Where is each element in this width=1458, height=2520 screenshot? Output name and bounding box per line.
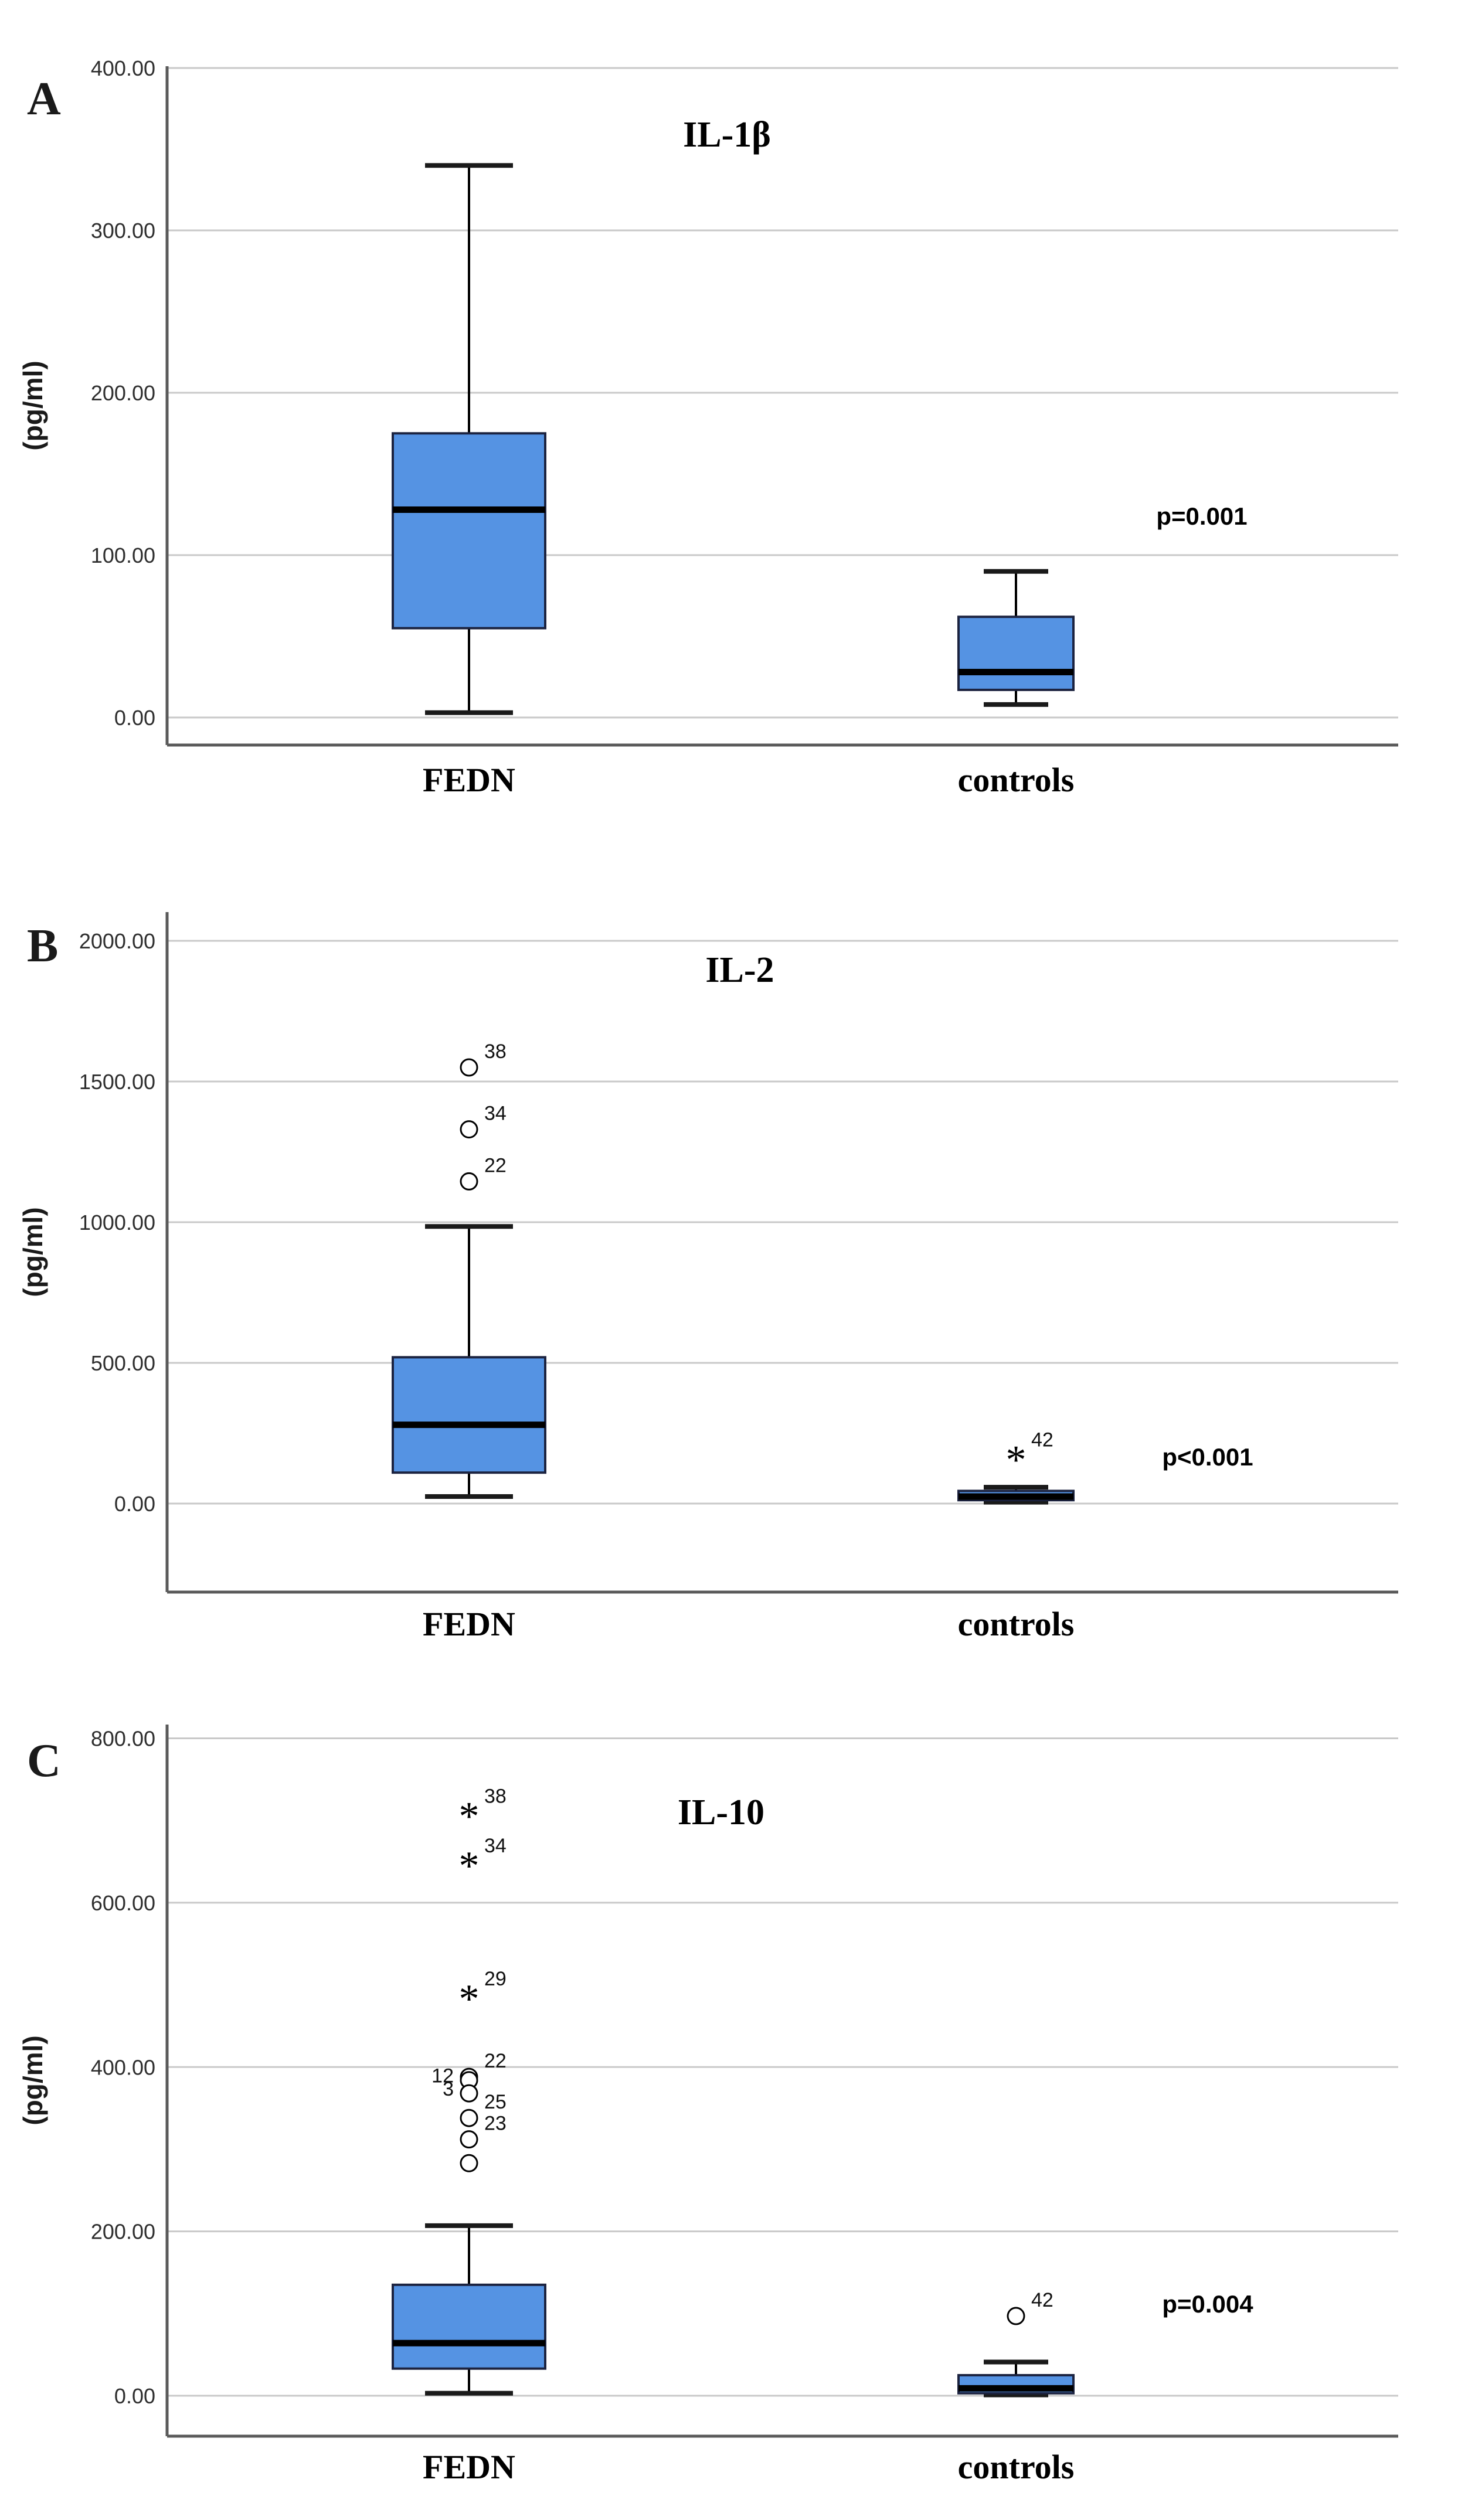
outlier-marker [1007,2307,1025,2325]
y-tick-label: 300.00 [91,219,155,243]
outlier-case-label: 23 [484,2113,507,2135]
y-tick-label: 0.00 [114,2384,155,2408]
box-FEDN: 38 34 22 [392,1040,546,1499]
y-tick-label: 200.00 [91,381,155,405]
box-controls [957,569,1075,707]
y-tick-label: 200.00 [91,2220,155,2244]
y-tick-label: 600.00 [91,1891,155,1915]
outlier-marker [460,1058,478,1077]
y-tick-label: 1500.00 [79,1070,155,1094]
outlier-case-label: 22 [484,2050,507,2072]
panel-letter: B [27,920,58,972]
y-tick-label: 2000.00 [79,929,155,953]
panel-title: IL-1β [683,115,771,155]
y-tick-label: 400.00 [91,56,155,80]
outlier-marker [460,1172,478,1191]
outlier-case-label: 38 [484,1040,507,1063]
box-controls: * 42 [957,1429,1075,1505]
y-tick-label: 800.00 [91,1727,155,1751]
x-category-label-FEDN: FEDN [423,761,515,799]
extreme-outlier-marker: * [459,1977,480,2022]
y-tick-label: 400.00 [91,2055,155,2079]
y-tick-label: 0.00 [114,1492,155,1516]
panel-letter: A [27,73,61,125]
outlier-marker [460,2108,478,2127]
x-category-label-FEDN: FEDN [423,1605,515,1643]
y-tick-label: 100.00 [91,543,155,567]
panel-title: IL-10 [678,1793,764,1832]
outlier-marker [460,2084,478,2103]
iqr-box [957,615,1075,691]
box-controls: 42 [957,2289,1075,2397]
x-category-label-FEDN: FEDN [423,2448,515,2486]
outlier-case-label: 34 [484,1103,507,1125]
y-tick-label: 1000.00 [79,1210,155,1235]
outlier-marker [460,2154,478,2172]
y-axis-unit-label: (pg/ml) [18,2035,48,2125]
panel-C: 800.00 600.00 400.00 200.00 0.00 C IL-10 (pg/ml… [18,1725,1398,2486]
x-category-label-controls: controls [958,2448,1075,2486]
outlier-case-label: 12 [431,2065,454,2087]
panel-A: 400.00 300.00 200.00 100.00 0.00 A IL-1β (pg/ml… [18,56,1398,799]
outlier-case-label: 25 [484,2091,507,2113]
outlier-case-label: 42 [1031,2289,1053,2311]
outlier-marker [460,2130,478,2149]
x-category-label-controls: controls [958,1605,1075,1643]
outlier-case-label: 22 [484,1154,507,1176]
p-value-label: p=0.004 [1162,2290,1253,2318]
iqr-box [392,2283,546,2370]
outlier-case-label: 42 [1031,1429,1053,1451]
y-tick-label: 500.00 [91,1351,155,1375]
outlier-case-label: 3 [443,2078,454,2100]
outlier-case-label: 38 [484,1786,507,1808]
p-value-label: p=0.001 [1156,502,1247,530]
panel-B: 2000.00 1500.00 1000.00 500.00 0.00 B IL-2 (pg/… [18,912,1398,1643]
y-axis-unit-label: (pg/ml) [18,361,48,450]
y-axis-unit-label: (pg/ml) [18,1207,48,1297]
outlier-case-label: 34 [484,1835,507,1857]
extreme-outlier-marker: * [1006,1437,1027,1482]
outlier-case-label: 29 [484,1968,507,1990]
box-FEDN [392,163,546,715]
p-value-label: p<0.001 [1162,1443,1253,1471]
panel-title: IL-2 [705,950,774,990]
iqr-box [392,432,546,630]
iqr-box [392,1356,546,1474]
extreme-outlier-marker: * [459,1844,480,1889]
y-tick-label: 0.00 [114,706,155,730]
extreme-outlier-marker: * [459,1794,480,1839]
panel-letter: C [27,1735,61,1787]
x-category-label-controls: controls [958,761,1075,799]
outlier-marker [460,1120,478,1139]
